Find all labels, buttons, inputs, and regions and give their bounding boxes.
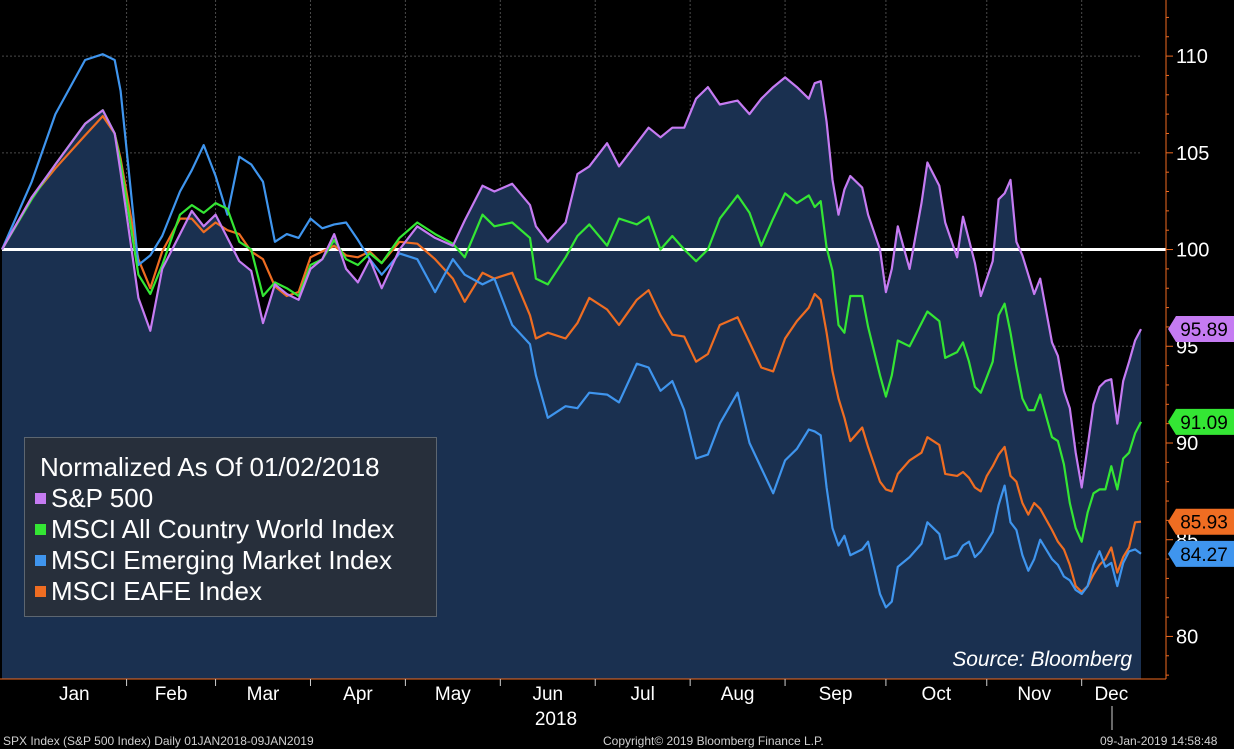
legend-swatch-eafe: [35, 586, 46, 597]
legend-swatch-em: [35, 555, 46, 566]
footer-ticker-info: SPX Index (S&P 500 Index) Daily 01JAN201…: [3, 734, 314, 748]
y-tick-label: 105: [1176, 143, 1209, 165]
legend-item-eafe[interactable]: MSCI EAFE Index: [35, 576, 262, 607]
legend-swatch-sp500: [35, 493, 46, 504]
y-tick-label: 100: [1176, 240, 1209, 262]
series-line-em: [0, 53, 1142, 609]
last-value-label-acwi: 91.09: [1168, 408, 1234, 435]
x-tick-label: Dec: [1094, 684, 1128, 705]
x-tick-label: Sep: [819, 684, 853, 705]
y-tick-label: 110: [1176, 46, 1208, 68]
x-tick-label: Jan: [59, 684, 90, 705]
footer-copyright: Copyright© 2019 Bloomberg Finance L.P.: [603, 734, 824, 748]
last-value-flag: [1168, 408, 1234, 435]
last-value-flag: [1168, 508, 1234, 535]
last-value-flag: [1168, 540, 1234, 567]
legend-label: MSCI All Country World Index: [51, 514, 395, 544]
x-tick-label: Nov: [1017, 684, 1051, 705]
last-value-flag: [1168, 316, 1234, 343]
x-tick-label: Jul: [631, 684, 655, 705]
last-value-text: 95.89: [1180, 320, 1228, 341]
last-value-label-eafe: 85.93: [1168, 508, 1234, 535]
legend-label: S&P 500: [51, 483, 154, 513]
legend-item-acwi[interactable]: MSCI All Country World Index: [35, 514, 394, 545]
series-line-eafe: [1, 114, 1142, 594]
chart-title: Normalized As Of 01/02/2018: [40, 452, 380, 482]
last-value-label-em: 84.27: [1168, 540, 1234, 567]
series-line-sp500: [1, 76, 1142, 489]
series-line-acwi: [1, 109, 1142, 543]
x-tick-label: Apr: [343, 684, 373, 705]
last-value-text: 84.27: [1180, 545, 1228, 566]
x-tick-label: Oct: [922, 684, 952, 705]
legend-item-sp500[interactable]: S&P 500: [35, 483, 153, 514]
series-layer: [0, 53, 1142, 609]
legend-label: MSCI Emerging Market Index: [51, 545, 393, 575]
last-value-label-sp500: 95.89: [1168, 316, 1234, 343]
legend-label: MSCI EAFE Index: [51, 576, 262, 606]
last-value-text: 85.93: [1180, 513, 1228, 534]
footer-timestamp: 09-Jan-2019 14:58:48: [1100, 734, 1218, 748]
x-tick-label: Mar: [247, 684, 280, 705]
y-tick-label: 80: [1176, 626, 1198, 648]
legend-item-em[interactable]: MSCI Emerging Market Index: [35, 545, 392, 576]
x-tick-label: Feb: [155, 684, 188, 705]
x-tick-label: Jun: [532, 684, 563, 705]
x-tick-label: Aug: [721, 684, 755, 705]
x-tick-label: May: [435, 684, 471, 705]
source-note: Source: Bloomberg: [952, 648, 1132, 671]
y-tick-label: 90: [1176, 433, 1198, 455]
value-label-layer: 95.89 91.09 84.27 85.93: [1168, 316, 1234, 567]
legend-box: Normalized As Of 01/02/2018 S&P 500 MSCI…: [24, 437, 437, 617]
x-axis-year-label: 2018: [535, 709, 577, 730]
last-value-text: 91.09: [1180, 413, 1228, 434]
legend-swatch-acwi: [35, 524, 46, 535]
